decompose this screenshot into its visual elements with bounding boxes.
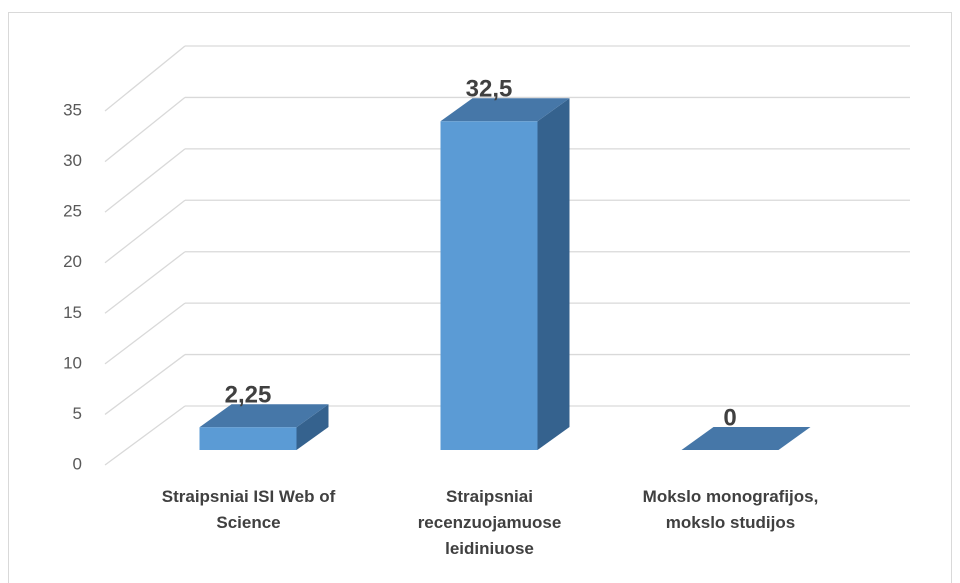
grid-line-side	[104, 148, 186, 213]
y-tick-label: 30	[63, 151, 82, 170]
grid-line-side	[104, 354, 186, 415]
grid-line-side	[104, 302, 186, 365]
x-tick-label: Straipsniai ISI Web of Science	[161, 487, 336, 532]
y-tick-label: 10	[63, 353, 82, 372]
chart-border	[8, 12, 952, 583]
bar-side	[537, 98, 570, 451]
x-tick-label: Straipsniai recenzuojamuose leidiniuose	[417, 487, 562, 558]
grid-line-side	[104, 45, 186, 112]
y-tick-label: 15	[63, 303, 82, 322]
data-label: 0	[723, 404, 736, 431]
grid-line-side	[104, 96, 186, 163]
y-tick-label: 25	[63, 202, 82, 221]
bar-top	[199, 404, 329, 428]
data-label: 2,25	[225, 382, 272, 409]
x-tick-label: Mokslo monografijos, mokslo studijos	[642, 487, 819, 532]
y-tick-label: 5	[73, 404, 82, 423]
y-tick-label: 0	[73, 454, 82, 473]
bar	[440, 121, 538, 451]
bar-top	[440, 98, 570, 122]
grid-line-side	[104, 251, 186, 314]
y-tick-label: 20	[63, 252, 82, 271]
grid-line-side	[104, 405, 186, 466]
bar	[199, 427, 297, 450]
bar-top	[681, 427, 811, 450]
bar-side	[296, 404, 329, 450]
grid-line-side	[104, 199, 186, 264]
data-label: 32,5	[466, 76, 513, 103]
y-tick-label: 35	[63, 100, 82, 119]
